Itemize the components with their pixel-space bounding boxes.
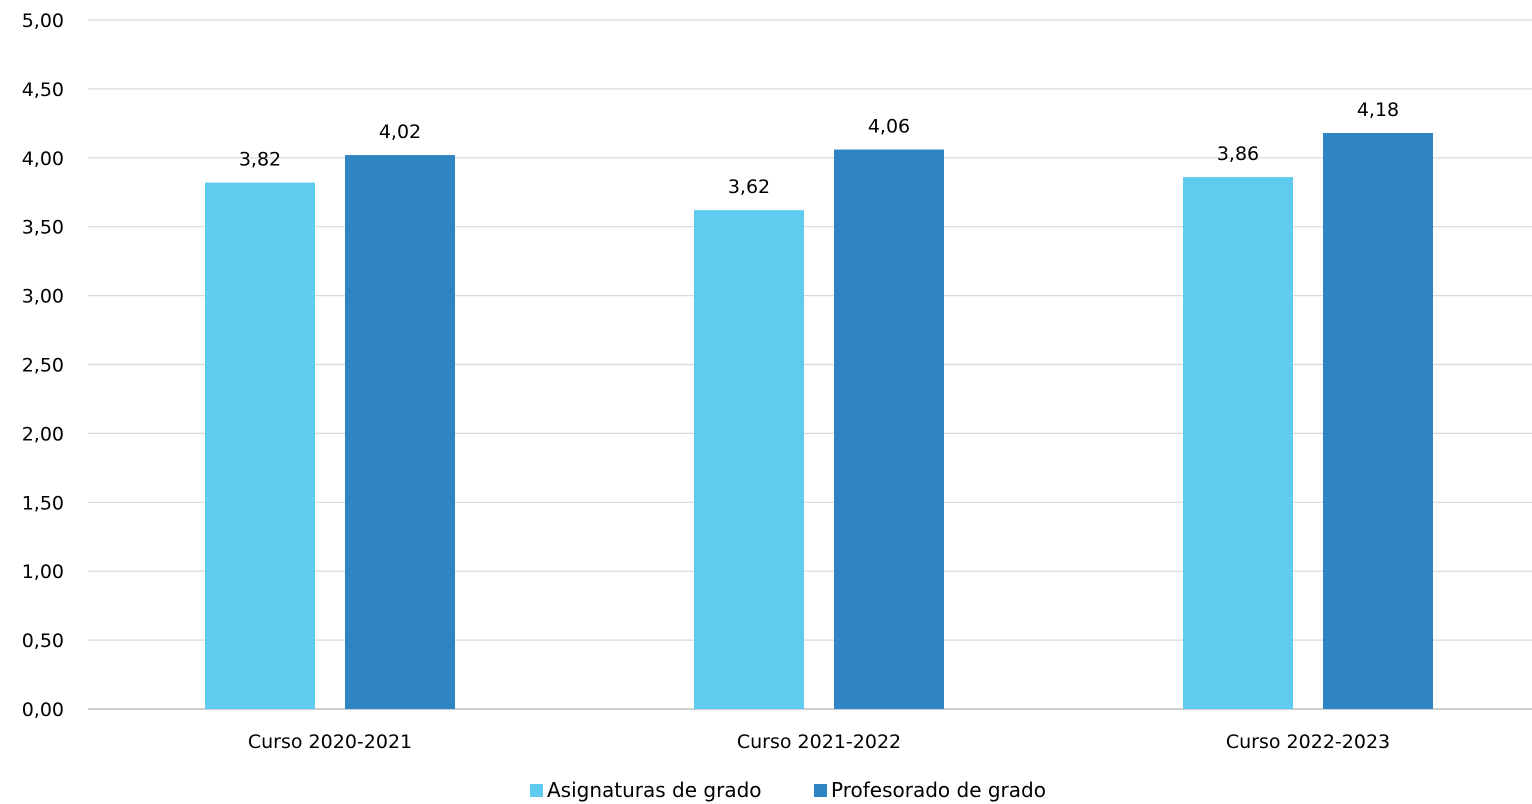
bars — [205, 132, 1433, 710]
y-tick-label: 0,50 — [22, 630, 64, 652]
bar-profesorado-3 — [1323, 132, 1433, 710]
bar-profesorado-1 — [345, 155, 455, 709]
bar-profesorado-2 — [834, 149, 944, 710]
data-labels: 3,82 3,62 3,86 4,02 4,06 4,18 — [239, 99, 1399, 198]
y-tick-label: 0,00 — [22, 699, 64, 721]
y-axis-ticks: 0,00 0,50 1,00 1,50 2,00 2,50 3,00 3,50 4,00 4,50… — [22, 10, 64, 721]
y-tick-label: 3,00 — [22, 286, 64, 308]
bar-asignaturas-3 — [1183, 177, 1293, 710]
data-label: 3,62 — [728, 176, 770, 198]
data-label: 4,06 — [868, 116, 910, 138]
legend-label: Asignaturas de grado — [547, 778, 762, 802]
bar-asignaturas-2 — [694, 210, 804, 709]
x-category-label: Curso 2021-2022 — [737, 731, 901, 753]
legend: Asignaturas de grado Profesorado de grado — [530, 778, 1046, 802]
gridlines — [88, 19, 1532, 710]
data-label: 4,18 — [1357, 99, 1399, 121]
y-tick-label: 2,50 — [22, 355, 64, 377]
y-tick-label: 4,50 — [22, 79, 64, 101]
y-tick-label: 4,00 — [22, 148, 64, 170]
y-tick-label: 2,00 — [22, 423, 64, 445]
legend-swatch — [530, 784, 543, 797]
legend-swatch — [814, 784, 827, 797]
legend-label: Profesorado de grado — [831, 778, 1046, 802]
bar-asignaturas-1 — [205, 182, 315, 709]
y-tick-label: 5,00 — [22, 10, 64, 32]
legend-item-profesorado: Profesorado de grado — [814, 778, 1046, 802]
x-axis-categories: Curso 2020-2021 Curso 2021-2022 Curso 2022… — [248, 731, 1390, 753]
y-tick-label: 1,50 — [22, 492, 64, 514]
legend-item-asignaturas: Asignaturas de grado — [530, 778, 762, 802]
x-category-label: Curso 2022-2023 — [1226, 731, 1390, 753]
y-tick-label: 1,00 — [22, 561, 64, 583]
data-label: 4,02 — [379, 121, 421, 143]
data-label: 3,82 — [239, 149, 281, 171]
y-tick-label: 3,50 — [22, 217, 64, 239]
x-category-label: Curso 2020-2021 — [248, 731, 412, 753]
data-label: 3,86 — [1217, 143, 1259, 165]
